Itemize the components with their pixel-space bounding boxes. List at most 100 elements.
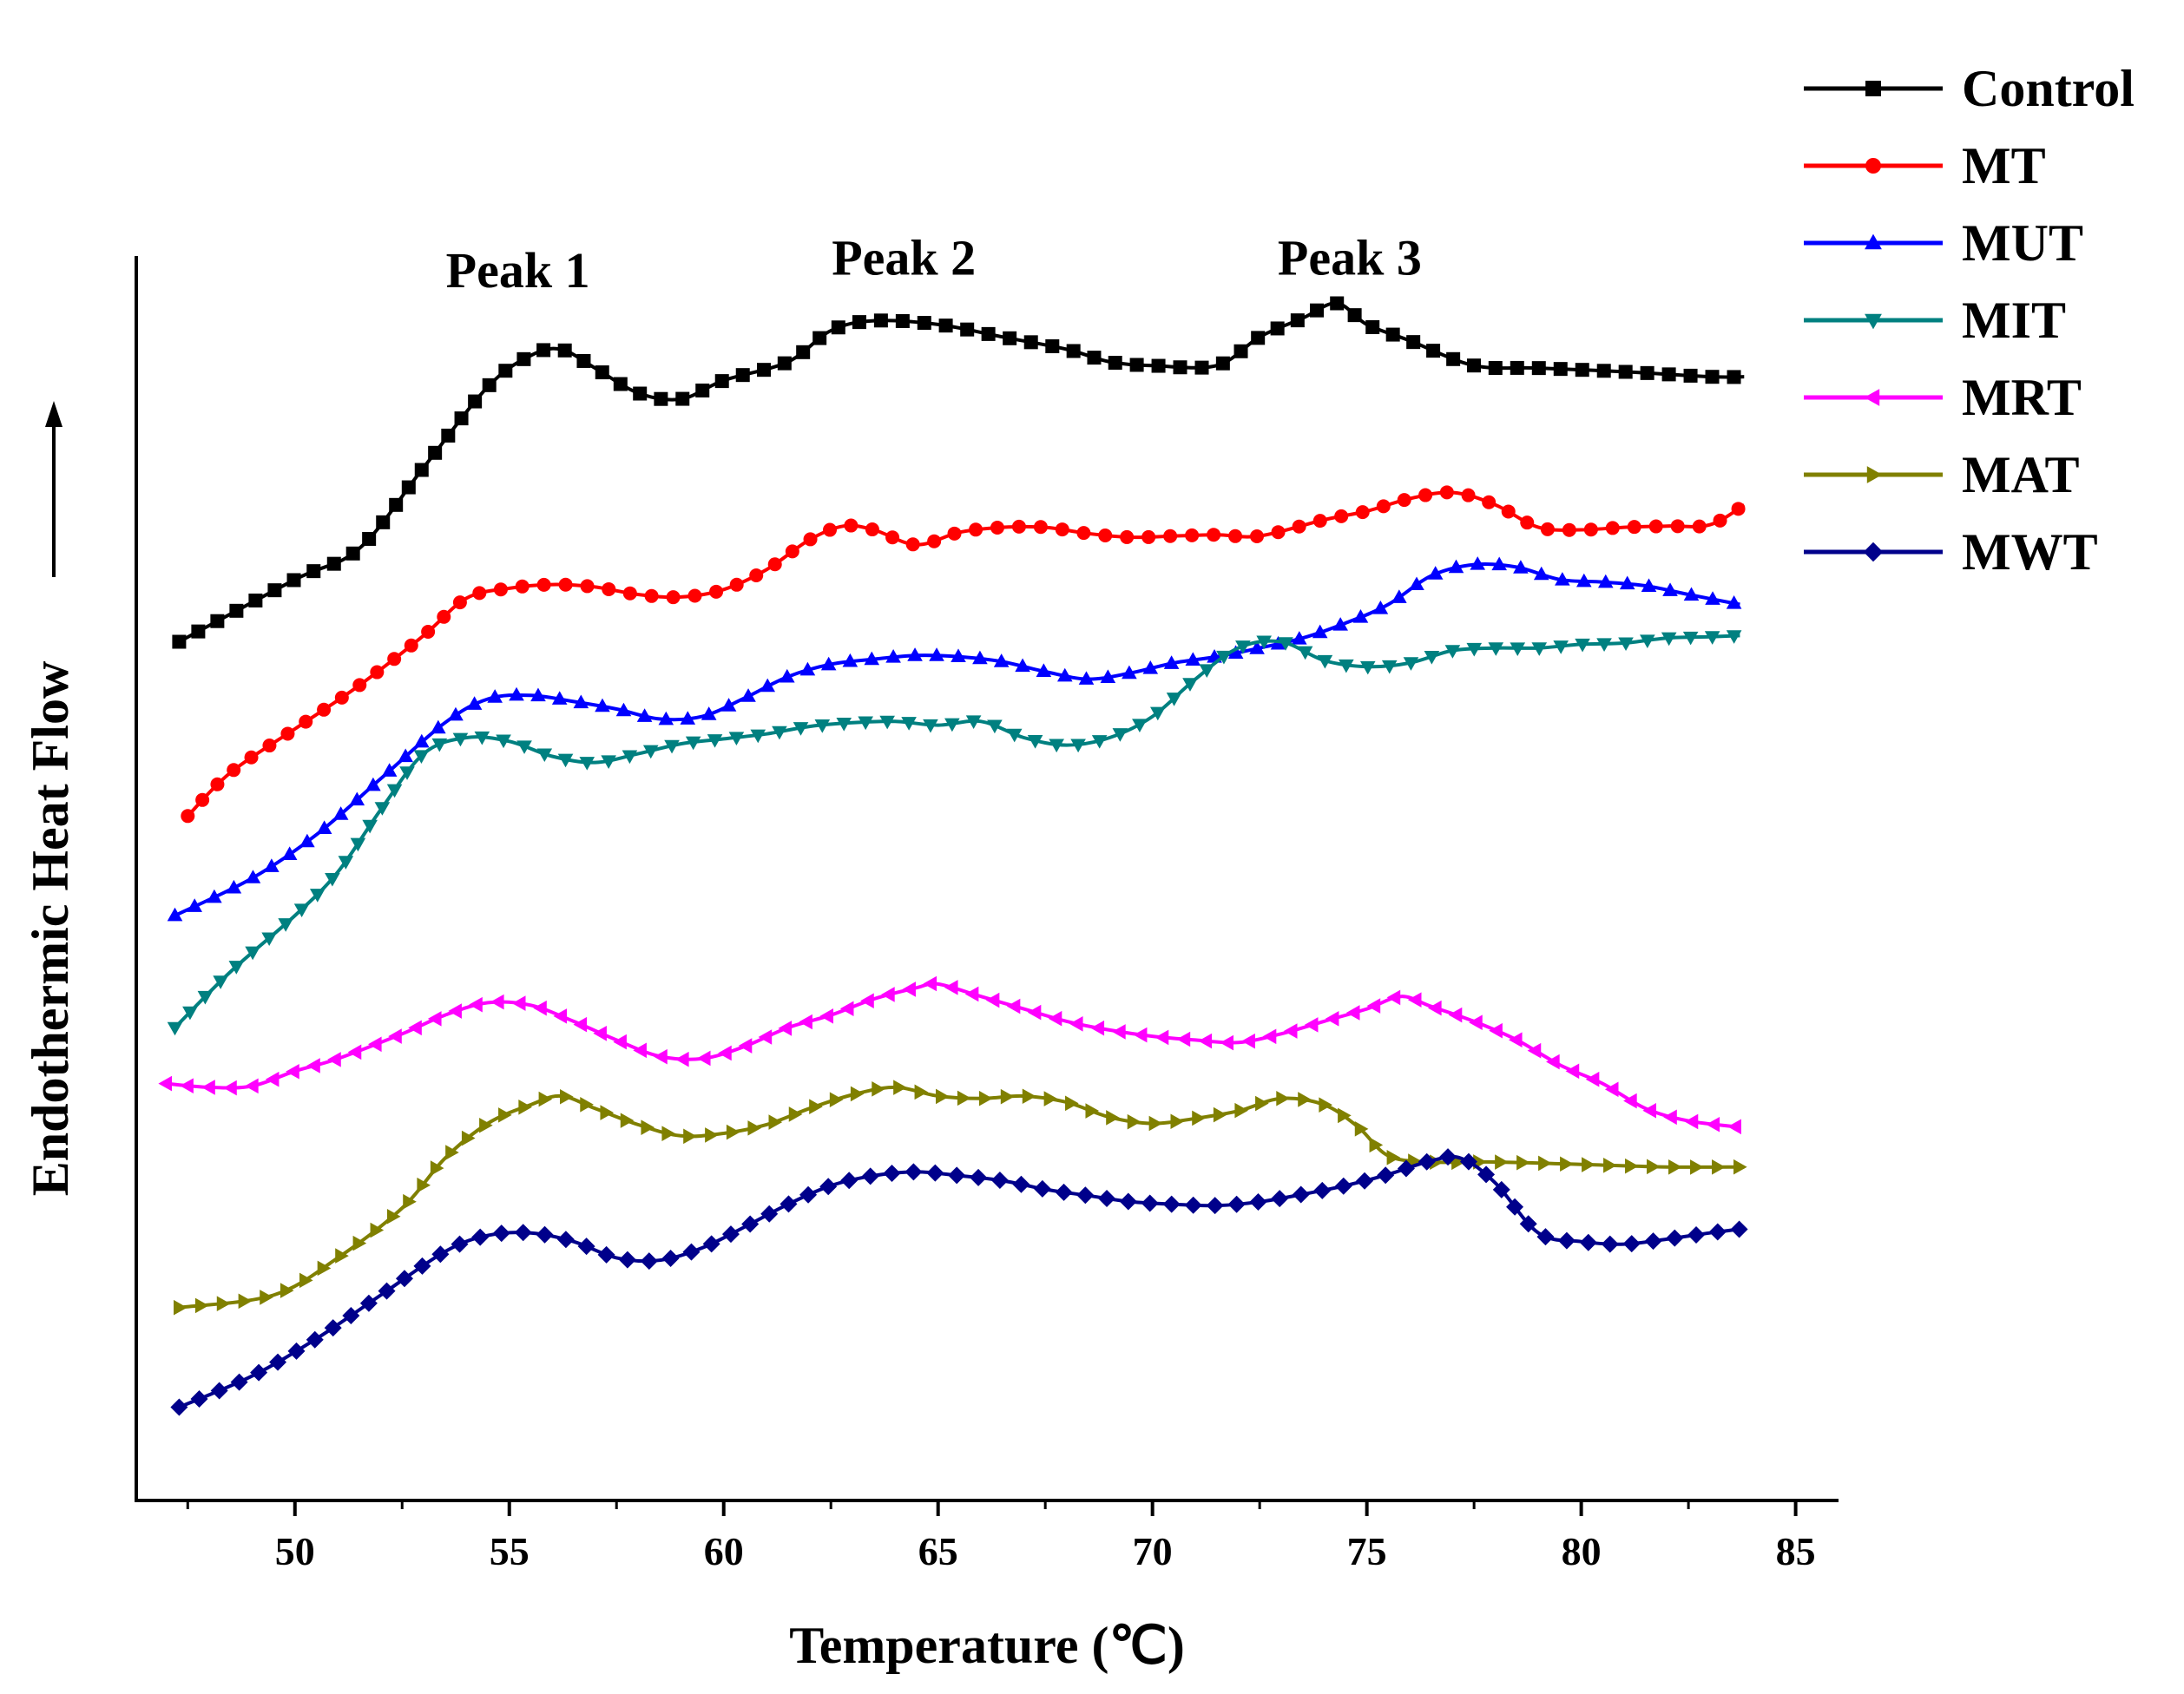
data-point [468, 394, 483, 409]
data-point [796, 345, 811, 359]
data-point [1023, 335, 1038, 350]
data-point [990, 1172, 1009, 1190]
data-point [1133, 1027, 1148, 1043]
data-point [1506, 1198, 1524, 1216]
data-point [1228, 529, 1243, 543]
legend-label: MAT [1962, 446, 2080, 503]
data-point [1271, 525, 1286, 540]
data-point [923, 975, 937, 992]
data-point [474, 731, 490, 745]
data-point [970, 1168, 988, 1186]
data-point [1085, 1103, 1100, 1119]
data-point [516, 351, 531, 366]
legend-item-mut: MUT [1804, 214, 2083, 272]
legend-marker [1863, 542, 1884, 562]
data-point [345, 546, 360, 561]
data-point [1596, 638, 1612, 652]
data-point [404, 638, 418, 653]
data-point [1176, 1031, 1191, 1047]
data-point [1582, 1157, 1595, 1172]
data-point [557, 753, 574, 768]
data-point [487, 689, 503, 703]
data-point [1622, 1235, 1641, 1253]
data-point [902, 982, 916, 997]
data-point [905, 537, 920, 552]
data-point [1249, 529, 1264, 544]
data-point [1098, 1190, 1116, 1208]
data-point [227, 763, 241, 778]
data-point [709, 584, 724, 599]
data-point [633, 386, 648, 401]
data-point [1192, 1110, 1206, 1126]
data-point [359, 1294, 378, 1312]
data-point [1726, 594, 1742, 609]
data-point [514, 1224, 532, 1242]
data-point [705, 1127, 719, 1143]
data-point [720, 698, 737, 712]
data-point [201, 1080, 215, 1095]
data-point [1555, 572, 1570, 586]
data-point [777, 356, 792, 371]
data-point [573, 1016, 588, 1033]
peak-label: Peak 2 [832, 230, 976, 286]
data-point [1154, 1029, 1169, 1046]
data-point [1278, 637, 1293, 651]
data-point [772, 726, 787, 740]
data-point [280, 1283, 294, 1298]
data-point [1141, 1194, 1159, 1212]
series-mwt [170, 1148, 1748, 1416]
data-point [317, 1260, 332, 1277]
data-point [642, 745, 659, 759]
data-point [1406, 335, 1421, 350]
legend-marker [1866, 466, 1883, 483]
data-point [399, 766, 415, 780]
data-point [579, 757, 595, 771]
data-point [1043, 1091, 1058, 1106]
data-point [714, 374, 729, 389]
data-point [306, 1058, 320, 1074]
data-point [1048, 1010, 1062, 1027]
data-point [602, 581, 616, 596]
data-point [1100, 669, 1116, 683]
data-point [577, 1238, 595, 1256]
data-point [1648, 519, 1663, 534]
data-point [1365, 319, 1380, 334]
data-point [1427, 566, 1444, 580]
data-point [1469, 1014, 1483, 1030]
data-point [1418, 488, 1433, 502]
data-point [437, 609, 451, 624]
data-point [666, 590, 681, 605]
data-point [718, 1045, 732, 1061]
data-point [760, 678, 776, 693]
data-point [1120, 529, 1135, 544]
data-point [1604, 1081, 1619, 1098]
data-point [1055, 522, 1069, 537]
data-point [388, 1028, 402, 1044]
data-point [352, 1235, 367, 1251]
data-point [1730, 1220, 1748, 1238]
data-point [413, 1257, 431, 1275]
data-point [1583, 522, 1598, 537]
data-point [767, 557, 782, 572]
data-point [1705, 591, 1720, 605]
data-point [1647, 1159, 1661, 1175]
data-point [1290, 313, 1305, 328]
data-point [814, 719, 831, 733]
data-point [1482, 495, 1497, 509]
data-point [1553, 362, 1568, 377]
data-point [182, 1006, 198, 1021]
data-point [452, 732, 469, 747]
data-point [1292, 631, 1307, 645]
data-point [1119, 1192, 1137, 1211]
data-point [757, 363, 772, 378]
data-point [1439, 1148, 1457, 1166]
legend-label: MUT [1962, 214, 2083, 272]
data-point [780, 1195, 798, 1213]
data-point [167, 907, 183, 922]
data-point [799, 1185, 818, 1204]
data-point [809, 1099, 823, 1114]
data-point [187, 898, 202, 912]
data-point [1424, 651, 1440, 665]
data-point [210, 777, 225, 791]
data-point [685, 736, 701, 751]
